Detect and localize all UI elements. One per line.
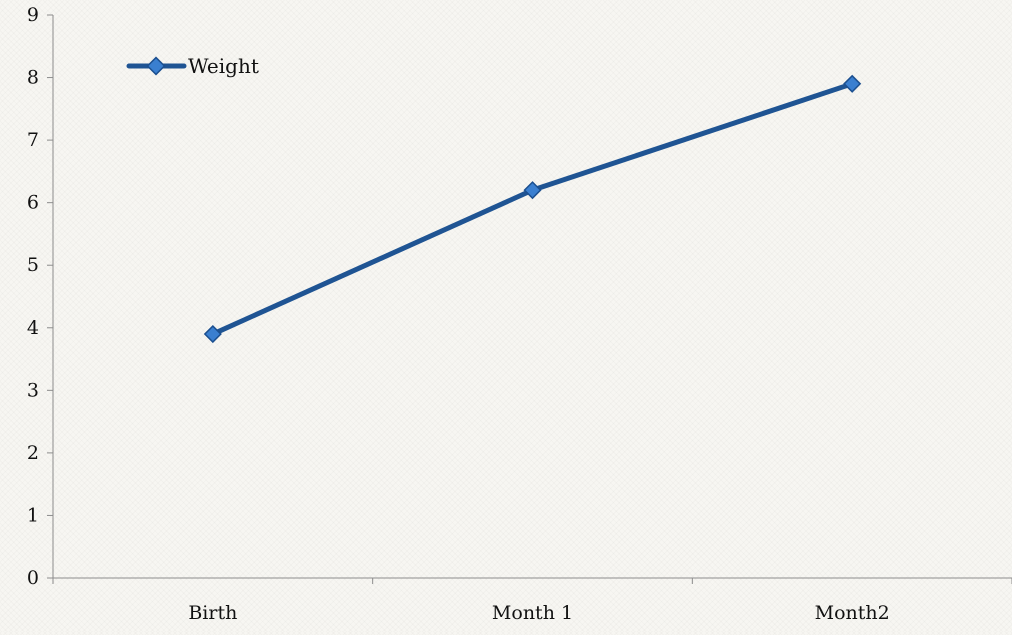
y-tick-label: 0 — [27, 567, 39, 589]
y-tick-label: 6 — [27, 192, 39, 214]
y-tick-label: 9 — [27, 4, 39, 26]
data-point-marker — [523, 181, 542, 200]
y-tick-label: 5 — [27, 254, 39, 276]
y-tick-label: 4 — [27, 317, 39, 339]
legend: Weight — [126, 54, 259, 78]
x-tick-label: Birth — [188, 602, 237, 624]
y-tick-label: 8 — [27, 67, 39, 89]
data-point-marker — [203, 324, 222, 344]
x-tick-labels: Birth Month 1 Month2 — [188, 602, 889, 624]
y-tick-label: 7 — [27, 129, 39, 151]
data-point-marker — [843, 74, 862, 93]
y-tick-label: 3 — [27, 379, 39, 401]
x-tick-label: Month 1 — [492, 602, 573, 624]
legend-label-weight: Weight — [188, 54, 259, 78]
y-tick-label: 1 — [27, 504, 39, 526]
series-weight — [203, 74, 862, 344]
x-tick-label: Month2 — [815, 602, 890, 624]
y-tick-labels: 0 1 2 3 4 5 6 7 8 9 — [27, 4, 39, 589]
legend-marker-swatch — [146, 56, 166, 76]
y-tick-label: 2 — [27, 442, 39, 464]
series-line — [210, 81, 855, 337]
axes — [47, 14, 1012, 584]
